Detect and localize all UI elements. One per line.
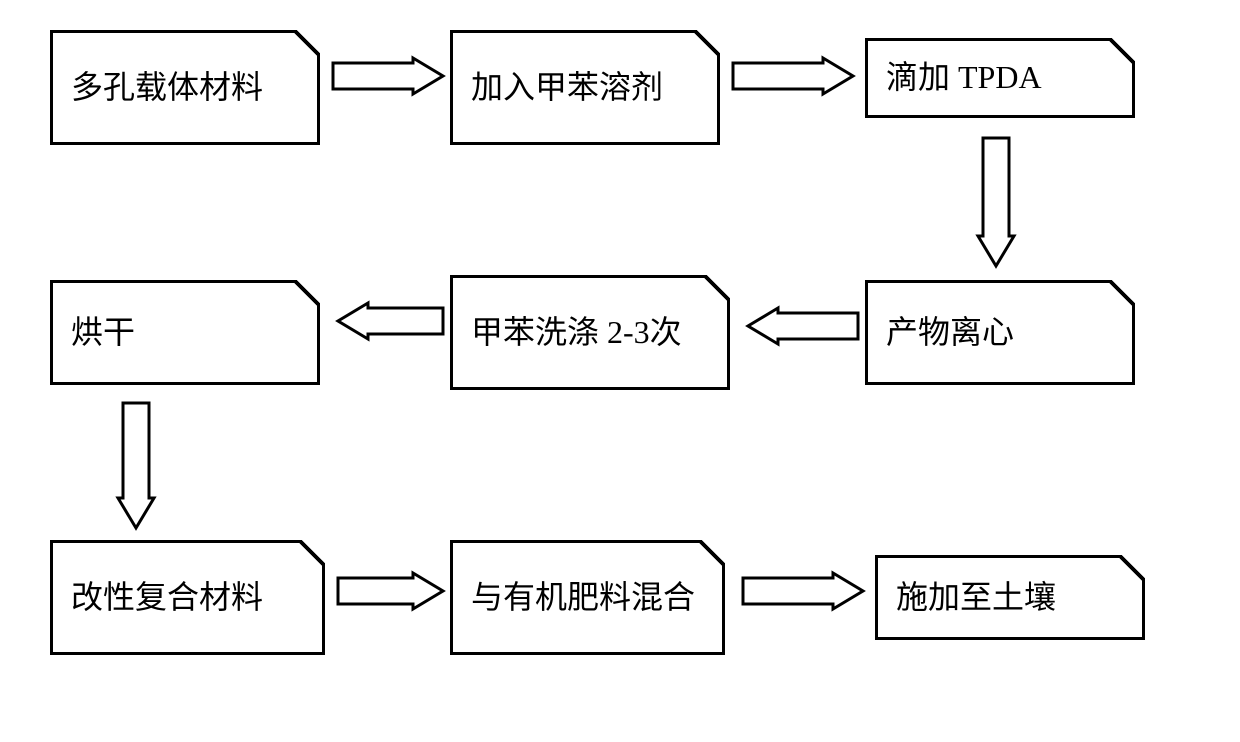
node-centrifuge: 产物离心 [865,280,1135,385]
node-porous-carrier: 多孔载体材料 [50,30,320,145]
node-label: 多孔载体材料 [71,66,263,109]
node-mix-fertilizer: 与有机肥料混合 [450,540,725,655]
node-label: 烘干 [71,311,135,354]
node-dry: 烘干 [50,280,320,385]
node-label: 滴加 TPDA [886,56,1042,99]
arrow-down [975,135,1017,269]
arrow-right [740,570,866,612]
node-label: 加入甲苯溶剂 [471,66,663,109]
node-apply-soil: 施加至土壤 [875,555,1145,640]
arrow-right [730,55,856,97]
node-add-toluene: 加入甲苯溶剂 [450,30,720,145]
node-modified-composite: 改性复合材料 [50,540,325,655]
arrow-left [745,305,861,347]
arrow-left [335,300,446,342]
node-label: 与有机肥料混合 [471,576,695,619]
node-label: 施加至土壤 [896,576,1056,619]
node-label: 甲苯洗涤 2-3次 [471,311,682,354]
node-label: 产物离心 [886,311,1014,354]
arrow-right [335,570,446,612]
arrow-down [115,400,157,531]
node-add-tpda: 滴加 TPDA [865,38,1135,118]
arrow-right [330,55,446,97]
node-toluene-wash: 甲苯洗涤 2-3次 [450,275,730,390]
node-label: 改性复合材料 [71,576,263,619]
